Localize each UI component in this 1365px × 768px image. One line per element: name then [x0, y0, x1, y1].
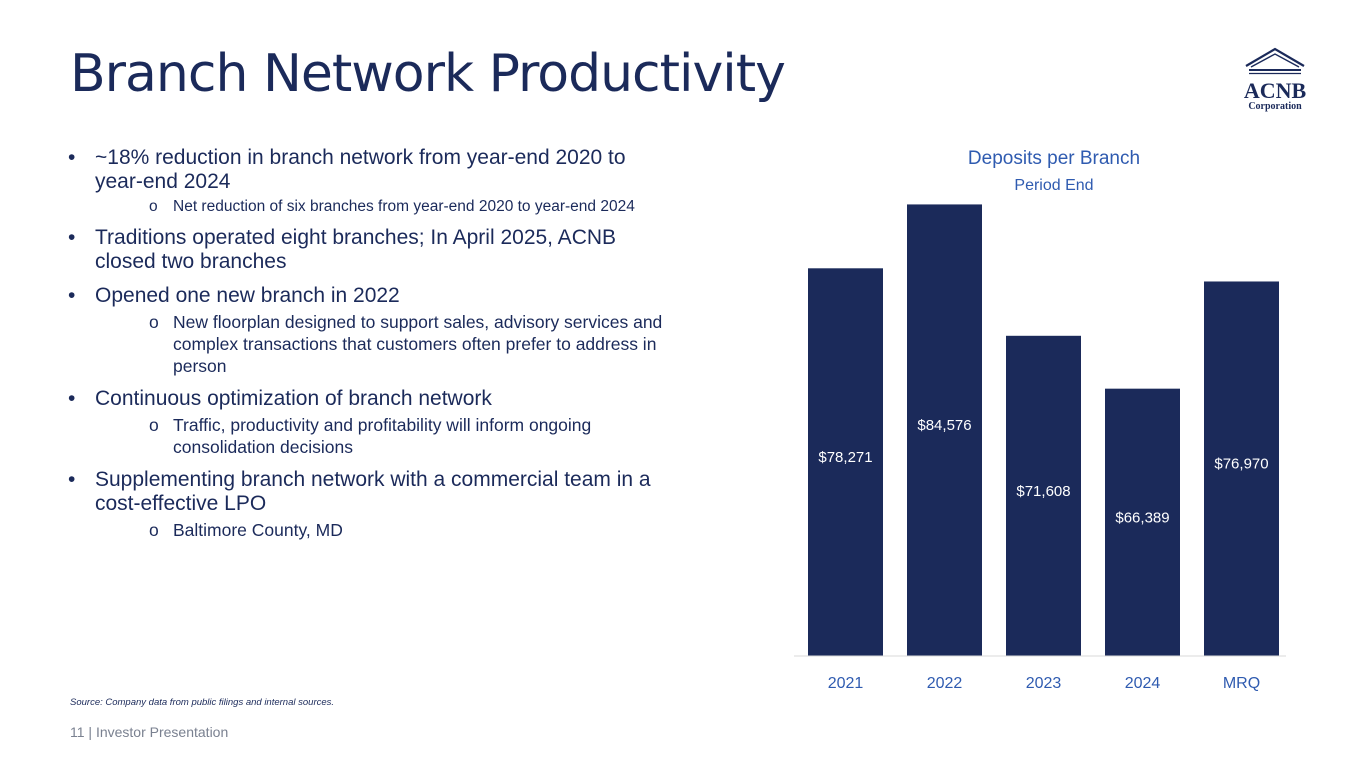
bullet-text: Supplementing branch network with a comm… — [95, 468, 651, 515]
sub-bullet-text: Net reduction of six branches from year-… — [173, 198, 635, 215]
slide-footer: 11 | Investor Presentation — [70, 724, 229, 740]
bar-value-label: $78,271 — [818, 449, 872, 466]
bar-2021 — [808, 268, 883, 656]
x-tick-label: MRQ — [1223, 675, 1260, 692]
sub-bullet-marker-icon: o — [149, 312, 159, 332]
sub-bullet-marker-icon: o — [149, 198, 158, 215]
bar-mrq — [1204, 281, 1279, 656]
bullet-item: • Traditions operated eight branches; In … — [68, 226, 678, 274]
bullet-dot-icon: • — [68, 284, 76, 307]
slide-title: Branch Network Productivity — [70, 44, 786, 104]
bullet-text: Opened one new branch in 2022 — [95, 284, 400, 307]
sub-bullet-text: Baltimore County, MD — [173, 520, 343, 540]
bullet-dot-icon: • — [68, 226, 76, 249]
acnb-logo: ACNB Corporation — [1244, 47, 1307, 112]
bullet-item: • Continuous optimization of branch netwo… — [68, 387, 678, 458]
bar-2023 — [1006, 335, 1081, 656]
logo-wordmark: ACNB — [1244, 78, 1307, 103]
bullet-text: Traditions operated eight branches; In A… — [95, 226, 617, 273]
chart-title: Deposits per Branch — [968, 148, 1140, 169]
bullet-dot-icon: • — [68, 387, 76, 410]
x-tick-label: 2023 — [1026, 675, 1062, 692]
sub-bullet-item: o New floorplan designed to support sales… — [95, 311, 678, 377]
deposits-per-branch-chart: Deposits per Branch Period End $78,271 $8… — [794, 148, 1286, 692]
sub-bullet-item: o Net reduction of six branches from year… — [95, 197, 678, 216]
sub-bullet-marker-icon: o — [149, 415, 159, 435]
bar-value-label: $66,389 — [1115, 509, 1169, 526]
bar-value-label: $76,970 — [1214, 456, 1268, 473]
sub-bullet-marker-icon: o — [149, 520, 159, 540]
chart-subtitle: Period End — [1014, 177, 1093, 194]
bullet-dot-icon: • — [68, 146, 76, 169]
bar-value-label: $71,608 — [1016, 483, 1070, 500]
bullet-list: • ~18% reduction in branch network from y… — [68, 146, 678, 551]
bullet-text: Continuous optimization of branch networ… — [95, 387, 492, 410]
bar-2024 — [1105, 388, 1180, 656]
bar-2022 — [907, 204, 982, 657]
bullet-item: • Supplementing branch network with a com… — [68, 468, 678, 541]
sub-bullet-item: o Traffic, productivity and profitability… — [95, 414, 678, 458]
sub-bullet-item: o Baltimore County, MD — [95, 519, 678, 541]
x-tick-label: 2024 — [1125, 675, 1161, 692]
sub-bullet-text: Traffic, productivity and profitability … — [173, 415, 592, 457]
bullet-item: • ~18% reduction in branch network from y… — [68, 146, 678, 216]
bullet-dot-icon: • — [68, 468, 76, 491]
x-tick-label: 2022 — [927, 675, 963, 692]
sub-bullet-text: New floorplan designed to support sales,… — [173, 312, 663, 376]
bullet-text: ~18% reduction in branch network from ye… — [95, 146, 626, 193]
bullet-item: • Opened one new branch in 2022 o New floor… — [68, 284, 678, 377]
bars-layer: $78,271 $84,576 $71,608 $66,389 $76,970 — [808, 204, 1279, 657]
x-tick-labels: 2021 2022 2023 2024 MRQ — [828, 675, 1260, 692]
source-note: Source: Company data from public filings… — [70, 697, 335, 708]
bar-value-label: $84,576 — [917, 417, 971, 434]
logo-subtitle: Corporation — [1248, 101, 1302, 112]
x-tick-label: 2021 — [828, 675, 864, 692]
